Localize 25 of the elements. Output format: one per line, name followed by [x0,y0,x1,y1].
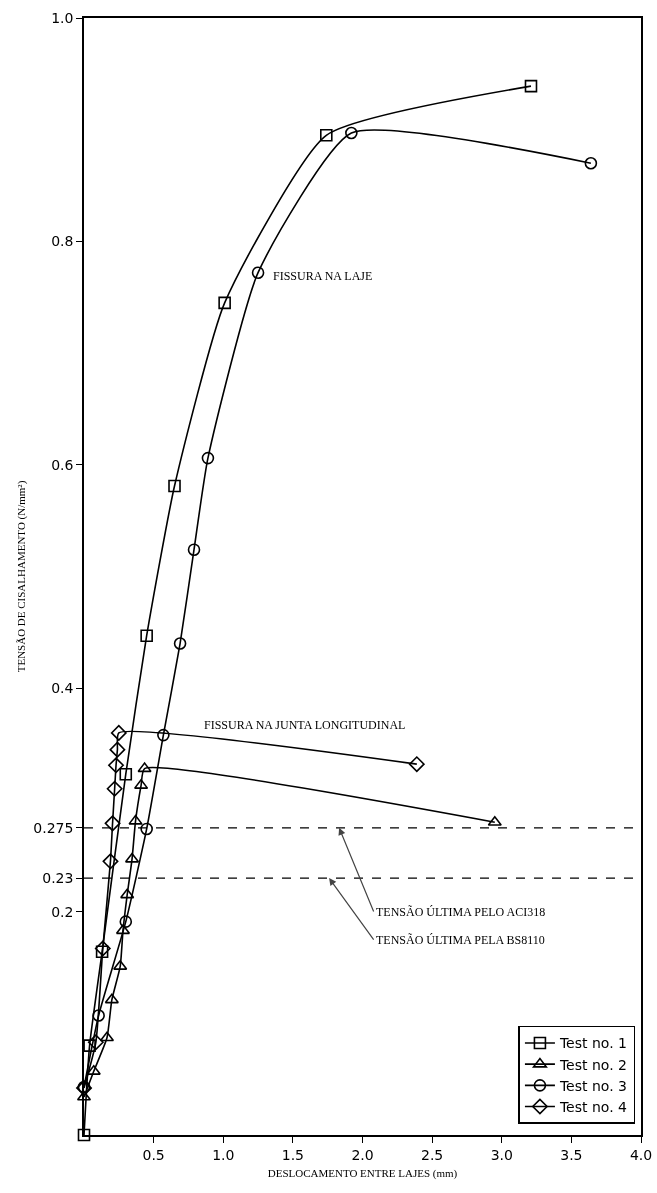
legend-label: Test no. 3 [558,1077,627,1094]
y-tick-label: 0.2 [51,903,74,920]
x-tick-label: 0.5 [142,1146,165,1163]
ref-line-label: TENSÃO ÚLTIMA PELO ACI318 [376,905,546,919]
legend-label: Test no. 4 [558,1098,628,1115]
x-tick-label: 2.0 [351,1146,374,1163]
x-tick-label: 4.0 [629,1146,653,1163]
y-tick-label: 0.23 [42,869,74,886]
y-tick-label: 0.275 [33,819,74,836]
annotation: FISSURA NA JUNTA LONGITUDINAL [204,718,406,732]
x-tick-label: 3.0 [490,1146,513,1163]
x-tick-label: 1.5 [281,1146,305,1163]
x-axis-title: DESLOCAMENTO ENTRE LAJES (mm) [267,1167,458,1181]
x-tick-label: 3.5 [560,1146,583,1163]
y-tick-label: 0.4 [51,680,74,697]
x-tick-label: 2.5 [421,1146,444,1163]
ref-line-label: TENSÃO ÚLTIMA PELA BS8110 [376,933,545,947]
y-tick-label: 0.6 [51,456,74,473]
legend-label: Test no. 2 [558,1056,627,1073]
y-tick-label: 1.0 [51,9,74,26]
y-axis-title: TENSÃO DE CISALHAMENTO (N/mm²) [14,480,28,673]
x-tick-label: 1.0 [212,1146,235,1163]
annotation: FISSURA NA LAJE [273,269,373,283]
y-tick-label: 0.8 [51,233,74,250]
legend-label: Test no. 1 [558,1035,627,1052]
